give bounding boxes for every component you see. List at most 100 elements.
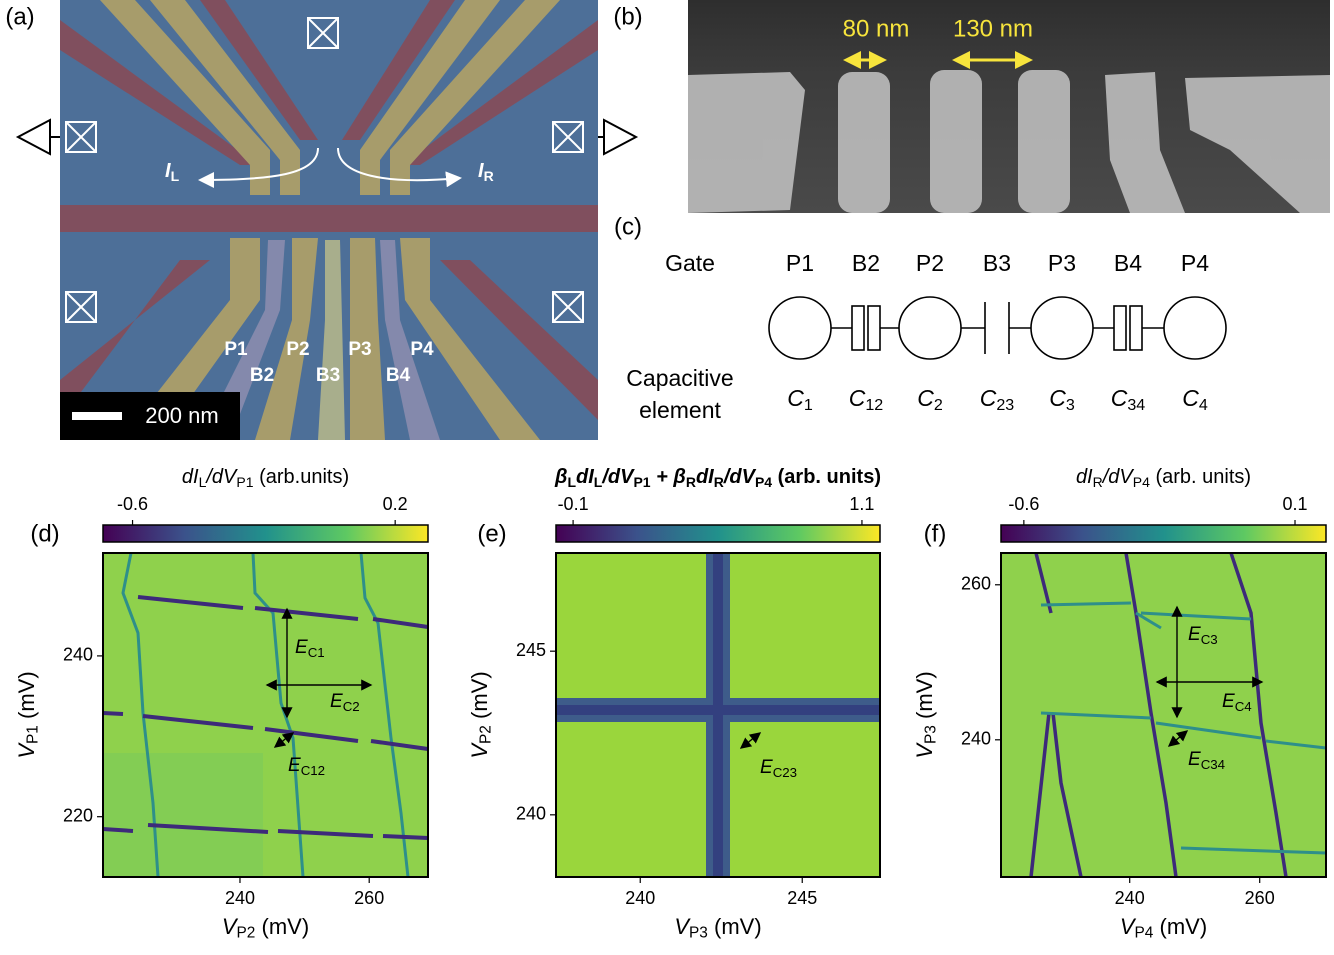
colorbar-label: βLdIL/dVP1 + βRdIR/dVP4 (arb. units)	[554, 466, 881, 489]
panel-label: (a)	[5, 3, 34, 30]
gate-label: B3	[316, 365, 340, 386]
colorbar-label-part: (arb.units)	[254, 466, 350, 488]
capacitance-label: C4	[1182, 385, 1208, 414]
y-tick-label: 220	[63, 805, 93, 825]
panel-label: (d)	[30, 520, 59, 547]
capacitance-label-part: C	[1111, 385, 1128, 411]
capacitance-label-part: C	[849, 385, 866, 411]
colorbar-label-part: R	[714, 474, 724, 490]
y-tick-label: 240	[961, 729, 991, 749]
colorbar-tick-label: 0.2	[383, 494, 408, 514]
capacitance-label: C3	[1049, 385, 1075, 414]
capacitance-label-part: C	[1182, 385, 1199, 411]
x-axis-label: VP2 (mV)	[222, 914, 309, 942]
colorbar-label-part: dI	[182, 466, 199, 488]
scale-bar-label: 200 nm	[145, 403, 218, 428]
colorbar-label-part: dI	[576, 466, 594, 488]
capacitance-label-part: 34	[1127, 396, 1145, 414]
energy-annotation-part: C4	[1235, 698, 1252, 713]
energy-annotation-part: C34	[1201, 756, 1225, 771]
colorbar-label-part: + β	[651, 466, 686, 488]
x-axis-label-part: P3	[689, 925, 708, 942]
panel-label: (f)	[924, 520, 947, 547]
gate-label: P2	[286, 339, 309, 360]
colorbar-tick-label: -0.6	[1008, 494, 1039, 514]
current-label-part: R	[484, 168, 494, 184]
y-tick-label: 240	[516, 804, 546, 824]
energy-annotation-part: E	[1188, 624, 1201, 645]
current-label-part: L	[171, 168, 180, 184]
energy-annotation-part: E	[1222, 691, 1235, 712]
colorbar-tick-label: -0.6	[117, 494, 148, 514]
gate-label: P3	[348, 339, 371, 360]
gate-name: B4	[1114, 250, 1142, 276]
colorbar-label: dIL/dVP1 (arb.units)	[182, 466, 349, 489]
x-tick-label: 260	[354, 888, 384, 908]
y-axis-label-part: P3	[923, 725, 940, 744]
row-title: element	[639, 397, 721, 423]
x-axis-label-part: (mV)	[708, 914, 762, 939]
colorbar-label-part: /dV	[1101, 466, 1135, 488]
energy-annotation-part: E	[1188, 749, 1201, 770]
gate-name: P3	[1048, 250, 1076, 276]
panel-label: (c)	[614, 213, 642, 240]
gate-name: P4	[1181, 250, 1209, 276]
capacitance-label: C34	[1111, 385, 1146, 414]
colorbar-label: dIR/dVP4 (arb. units)	[1076, 466, 1251, 489]
capacitance-label-part: 2	[934, 396, 943, 414]
capacitance-label: C23	[980, 385, 1015, 414]
row-title: Gate	[665, 250, 715, 276]
capacitance-label-part: 12	[865, 396, 883, 414]
colorbar-label-part: P1	[236, 474, 253, 490]
energy-annotation-part: C12	[301, 762, 325, 777]
energy-annotation-part: E	[288, 755, 301, 776]
gate-label: B2	[250, 365, 274, 386]
gate-label: P1	[224, 339, 248, 360]
x-axis-label: VP4 (mV)	[1120, 914, 1207, 942]
y-tick-label: 245	[516, 640, 546, 660]
colorbar-label-part: /dV	[204, 466, 238, 488]
y-axis-label: VP3 (mV)	[912, 671, 940, 758]
dimension-label: 80 nm	[843, 15, 910, 42]
x-tick-label: 260	[1245, 888, 1275, 908]
colorbar-label-part: (arb. units)	[1150, 466, 1251, 488]
colorbar-label-part: R	[686, 474, 696, 490]
colorbar-tick-label: 1.1	[849, 494, 874, 514]
gate-name: P1	[786, 250, 814, 276]
dimension-label: 130 nm	[953, 15, 1033, 42]
capacitance-label-part: C	[787, 385, 804, 411]
capacitance-label: C12	[849, 385, 884, 414]
colorbar-label-part: L	[199, 474, 207, 490]
colorbar-label-part: /dV	[723, 466, 757, 488]
y-tick-label: 240	[63, 645, 93, 665]
capacitance-label-part: 1	[804, 396, 813, 414]
colorbar-label-part: P1	[633, 474, 650, 490]
panel-label: (e)	[477, 520, 506, 547]
x-tick-label: 245	[787, 888, 817, 908]
colorbar-label-part: R	[1093, 474, 1103, 490]
capacitance-label-part: C	[980, 385, 997, 411]
energy-annotation-part: C2	[343, 698, 360, 713]
energy-annotation-part: E	[330, 691, 343, 712]
x-axis-label-part: (mV)	[255, 914, 309, 939]
figure: (a)(b)(c)(d)(e)(f)ILIRP1P2P3P4B2B3B4200 …	[0, 0, 1334, 950]
y-axis-label-part: P2	[478, 725, 495, 744]
capacitance-label: C2	[917, 385, 943, 414]
energy-annotation-part: C3	[1201, 631, 1218, 646]
x-axis-label-part: P2	[237, 925, 256, 942]
colorbar-label-part: β	[554, 466, 567, 488]
gate-name: B3	[983, 250, 1011, 276]
y-axis-label-part: (mV)	[467, 671, 492, 725]
capacitance-label-part: C	[1049, 385, 1066, 411]
colorbar	[103, 525, 428, 542]
capacitance-label-part: 3	[1066, 396, 1075, 414]
colorbar-label-part: P4	[755, 474, 772, 490]
colorbar	[1001, 525, 1326, 542]
x-tick-label: 240	[1115, 888, 1145, 908]
x-axis-label: VP3 (mV)	[674, 914, 761, 942]
energy-annotation-part: C23	[773, 764, 797, 779]
capacitance-label-part: 4	[1199, 396, 1208, 414]
colorbar-label-part: dI	[1076, 466, 1093, 488]
panel-f-image	[1001, 553, 1326, 877]
colorbar-label-part: P4	[1133, 474, 1150, 490]
